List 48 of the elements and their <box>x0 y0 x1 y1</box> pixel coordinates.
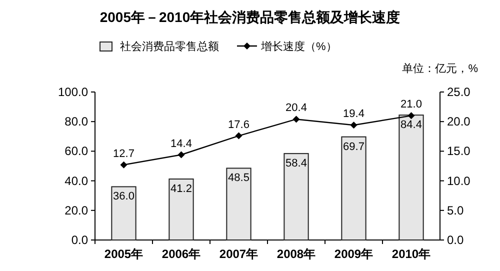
bar <box>398 114 424 240</box>
legend: 社会消费品零售总额 <box>100 41 219 53</box>
x-tick-label: 2007年 <box>219 247 258 261</box>
text: 单位：亿元，% <box>402 62 478 75</box>
y-tick-label: 0.0 <box>71 233 88 247</box>
y-tick-label: 100.0 <box>58 85 88 99</box>
point <box>408 112 415 120</box>
point <box>178 151 185 158</box>
x-tick-label: 2008年 <box>276 247 316 261</box>
point <box>350 122 358 129</box>
y2-tick-label: 0.0 <box>447 233 464 247</box>
data-label: 17.6 <box>228 118 250 131</box>
bar <box>341 136 366 240</box>
bar <box>226 168 252 240</box>
y2-tick-label: 25.0 <box>447 85 471 99</box>
legend-label: 增长速度（%） <box>260 40 337 53</box>
data-label: 69.7 <box>343 140 364 153</box>
data-label: 48.5 <box>228 172 250 184</box>
chart-title: 2005年－2010年社会消费品零售总额及增长速度 <box>100 9 400 25</box>
data-label: 36.0 <box>113 190 134 203</box>
y2-tick-label: 10.0 <box>447 174 471 188</box>
data-label: 12.7 <box>113 148 134 160</box>
bar <box>284 153 309 240</box>
data-label: 41.2 <box>170 183 192 196</box>
y2-tick-label: 5.0 <box>447 203 464 218</box>
data-label: 21.0 <box>400 98 422 111</box>
bar <box>111 186 136 240</box>
point <box>292 116 300 123</box>
y2-tick-label: 20.0 <box>447 114 471 129</box>
y-tick-label: 60.0 <box>64 144 88 158</box>
point <box>120 161 128 168</box>
legend-label: 社会消费品零售总额 <box>120 40 219 53</box>
x-tick-label: 2009年 <box>334 247 374 261</box>
data-label: 20.4 <box>286 102 307 114</box>
x-tick-label: 2005年 <box>104 247 144 261</box>
bar <box>168 178 194 240</box>
y-tick-label: 40.0 <box>64 174 88 188</box>
y-tick-label: 80.0 <box>64 114 88 129</box>
data-label: 58.4 <box>286 158 307 170</box>
data-label: 19.4 <box>343 108 364 120</box>
y-tick-label: 20.0 <box>64 203 88 218</box>
legend: 增长速度（%） <box>237 41 337 53</box>
y2-tick-label: 15.0 <box>447 144 471 158</box>
data-label: 84.4 <box>400 119 422 132</box>
x-tick-label: 2010年 <box>392 247 431 261</box>
data-label: 14.4 <box>170 138 192 150</box>
x-tick-label: 2006年 <box>162 247 201 261</box>
point <box>235 132 242 140</box>
